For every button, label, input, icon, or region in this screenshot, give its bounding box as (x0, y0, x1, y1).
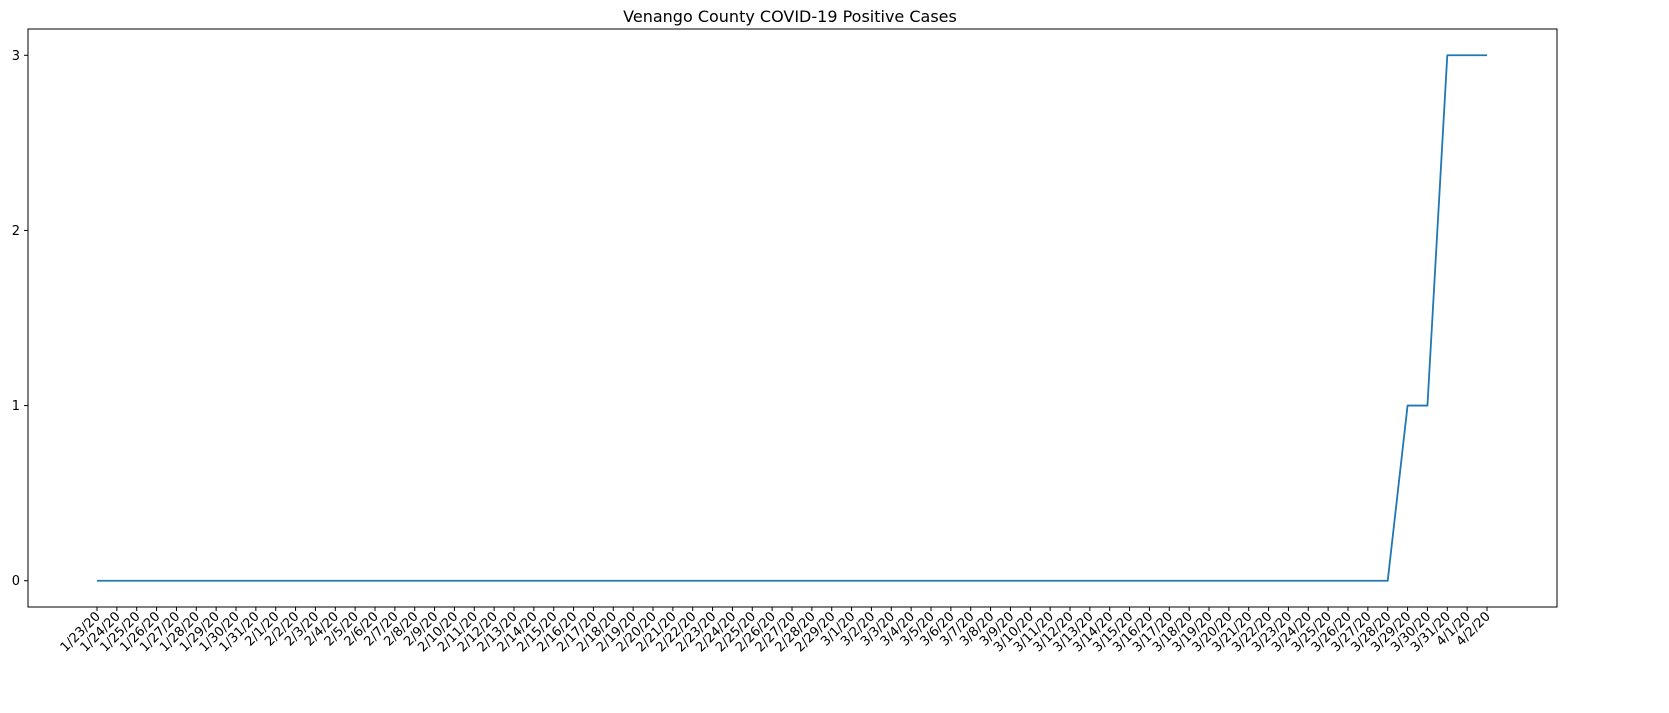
plot-frame (27, 28, 1558, 608)
y-tick-label: 3 (12, 49, 20, 64)
y-tick-label: 2 (12, 224, 20, 239)
y-tick-label: 1 (12, 399, 20, 414)
chart-title: Venango County COVID-19 Positive Cases (623, 7, 957, 26)
series-line (97, 54, 1487, 582)
y-tick-label: 0 (12, 574, 20, 589)
